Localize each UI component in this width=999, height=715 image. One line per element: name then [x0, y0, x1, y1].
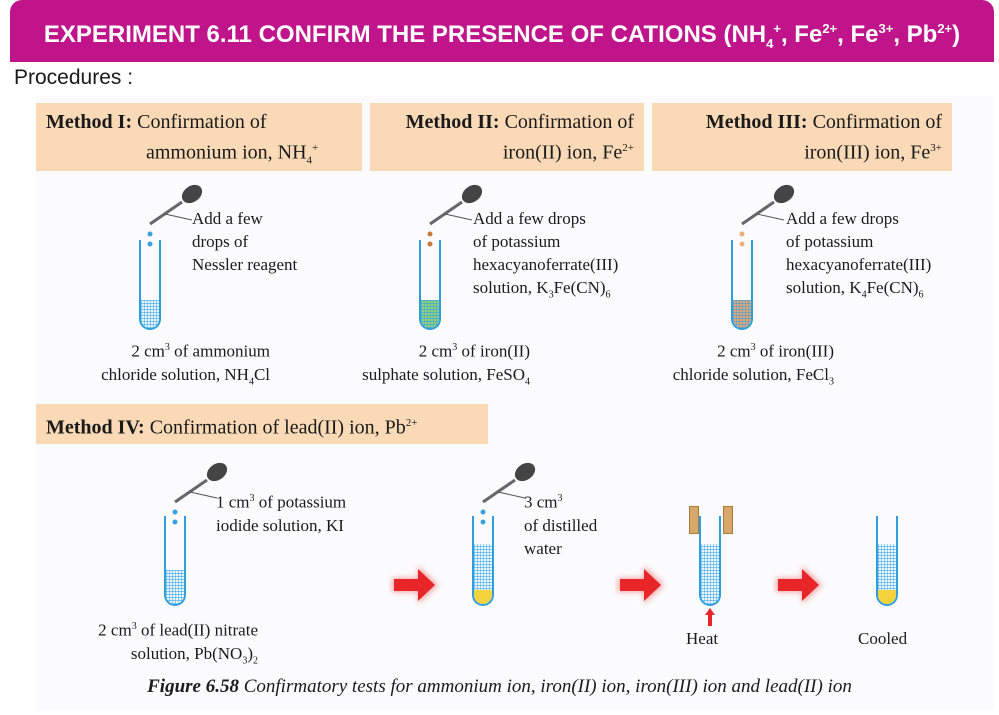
method-4-step-1: 1 cm3 of potassium iodide solution, KI — [216, 492, 347, 535]
test-tube-precipitate — [472, 516, 494, 606]
method-4-heading: Method IV: Confirmation of lead(II) ion,… — [36, 404, 488, 444]
solution — [474, 544, 492, 604]
test-tube-ammonium — [139, 240, 161, 330]
ammonium-solution — [141, 300, 159, 328]
arrow-icon — [776, 566, 822, 604]
tongs-icon — [689, 506, 699, 534]
method-2-heading: Method II: Confirmation of iron(II) ion,… — [370, 103, 644, 171]
iron-ii-solution — [421, 300, 439, 328]
test-tube-iron-ii — [419, 240, 441, 330]
method-3-heading: Method III: Confirmation of iron(III) io… — [652, 103, 952, 171]
test-tube-cooled — [876, 516, 898, 606]
iron-iii-solution — [733, 300, 751, 328]
method-2-step: Add a few drops of potassium hexacyanoferr… — [473, 209, 619, 301]
experiment-title: EXPERIMENT 6.11 CONFIRM THE PRESENCE OF … — [43, 21, 961, 51]
dropper-icon — [427, 184, 483, 247]
tongs-icon — [723, 506, 733, 534]
lead-ii-solution — [166, 570, 184, 604]
method-1-heading: Method I: Confirmation of ammonium ion, … — [36, 103, 362, 171]
test-tube-lead-ii — [164, 516, 186, 606]
heat-arrow-icon — [705, 608, 715, 626]
method-4-sample: 2 cm3 of lead(II) nitrate solution, Pb(N… — [98, 620, 258, 667]
yellow-precipitate — [474, 590, 492, 604]
experiment-banner: EXPERIMENT 6.11 CONFIRM THE PRESENCE OF … — [10, 0, 994, 62]
heated-solution — [701, 544, 719, 604]
dropper-icon — [147, 184, 203, 247]
method-2-sample: 2 cm3 of iron(II) sulphate solution, FeS… — [362, 341, 530, 388]
method-3-step: Add a few drops of potassium hexacyanoferr… — [786, 209, 932, 301]
method-1-sample: 2 cm3 of ammonium chloride solution, NH4… — [101, 341, 270, 388]
yellow-crystals — [878, 590, 896, 604]
method-4-step-2: 3 cm3 of distilled water — [524, 492, 598, 558]
figure-caption: Figure 6.58 Confirmatory tests for ammon… — [147, 676, 852, 697]
procedures-label: Procedures : — [14, 66, 134, 89]
method-3-sample: 2 cm3 of iron(III) chloride solution, Fe… — [672, 341, 834, 388]
cooled-solution — [878, 544, 896, 604]
arrow-icon — [392, 566, 438, 604]
arrow-icon — [618, 566, 664, 604]
test-tube-iron-iii — [731, 240, 753, 330]
test-tube-heated — [699, 516, 721, 606]
method-1-step: Add a few drops of Nessler reagent — [192, 209, 298, 274]
cooled-label: Cooled — [858, 629, 908, 648]
heat-label: Heat — [686, 629, 719, 648]
